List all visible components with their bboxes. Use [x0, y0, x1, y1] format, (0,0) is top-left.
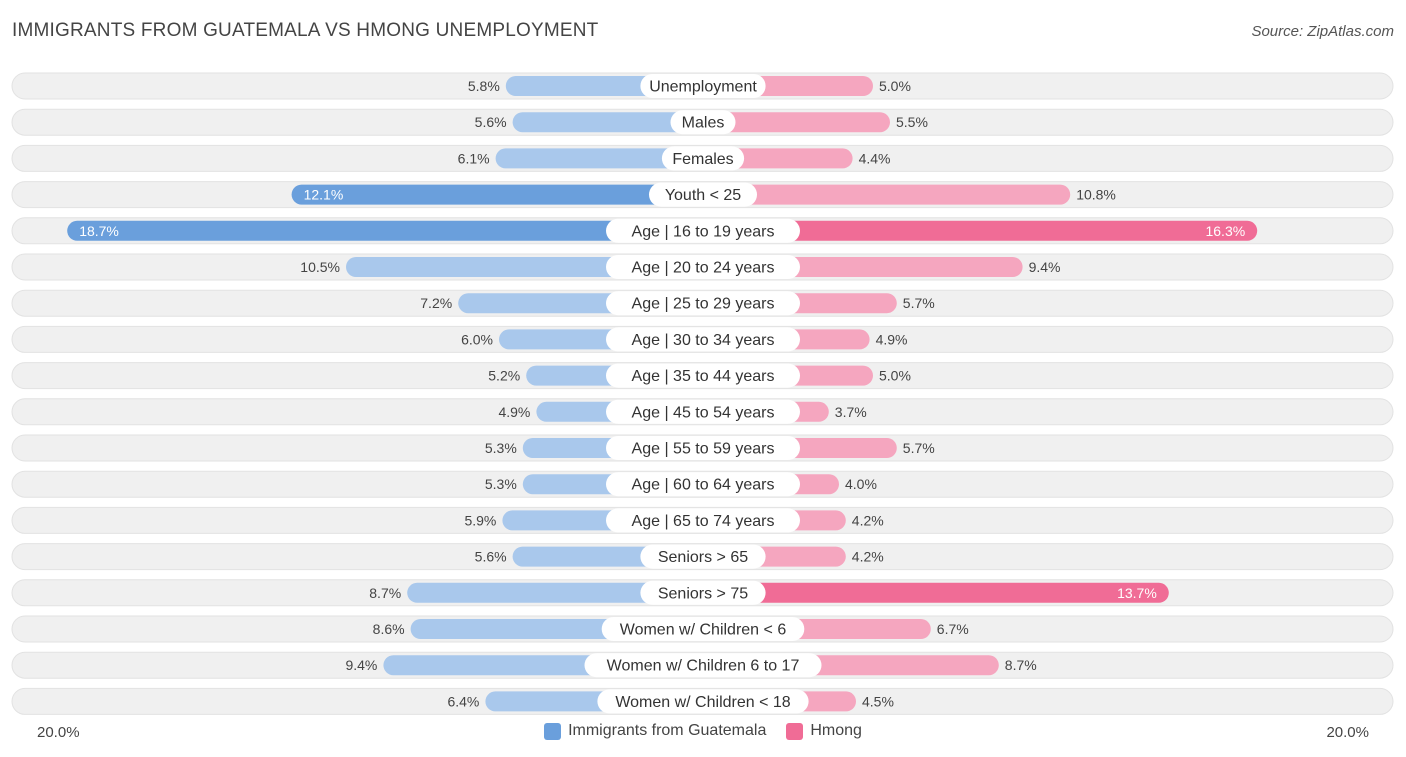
value-label-hmong: 5.7%	[903, 295, 935, 311]
value-label-hmong: 4.9%	[876, 331, 908, 347]
value-label-hmong: 4.2%	[852, 549, 884, 565]
bar-guatemala	[512, 112, 703, 133]
axis-left-max-label: 20.0%	[37, 724, 80, 741]
category-label: Males	[682, 115, 725, 132]
category-label: Age | 55 to 59 years	[632, 441, 775, 458]
category-label: Age | 16 to 19 years	[632, 223, 775, 240]
value-label-hmong: 9.4%	[1029, 259, 1061, 275]
value-label-guatemala: 5.2%	[488, 368, 520, 384]
category-pill	[606, 327, 800, 352]
value-label-guatemala: 8.6%	[373, 621, 405, 637]
category-pill	[661, 146, 745, 171]
bar-hmong	[703, 184, 1071, 205]
value-label-guatemala: 8.7%	[369, 585, 401, 601]
category-pill	[606, 508, 800, 533]
category-pill	[606, 472, 800, 497]
value-label-guatemala: 6.1%	[458, 150, 490, 166]
value-label-guatemala: 5.8%	[468, 78, 500, 94]
value-label-hmong: 4.5%	[862, 693, 894, 709]
bar-guatemala	[407, 582, 703, 603]
source-credit: Source: ZipAtlas.com	[1251, 23, 1394, 40]
category-pill	[606, 363, 800, 388]
category-label: Age | 45 to 54 years	[632, 404, 775, 421]
value-label-hmong: 4.4%	[859, 150, 891, 166]
value-label-hmong: 6.7%	[937, 621, 969, 637]
category-label: Age | 35 to 44 years	[632, 368, 775, 385]
category-label: Seniors > 65	[658, 549, 748, 566]
category-label: Youth < 25	[665, 187, 741, 204]
value-label-hmong: 8.7%	[1005, 657, 1037, 673]
legend-swatch-guatemala	[544, 722, 562, 740]
category-label: Women w/ Children < 18	[615, 694, 790, 711]
value-label-hmong: 5.0%	[879, 78, 911, 94]
category-label: Age | 25 to 29 years	[632, 296, 775, 313]
value-label-guatemala: 6.0%	[461, 331, 493, 347]
category-pill	[584, 653, 822, 678]
category-label: Age | 60 to 64 years	[632, 477, 775, 494]
axis-right-max-label: 20.0%	[1326, 724, 1369, 741]
category-label: Women w/ Children 6 to 17	[607, 658, 800, 675]
value-label-hmong: 10.8%	[1076, 187, 1116, 203]
category-label: Females	[672, 151, 733, 168]
category-pill	[640, 580, 766, 605]
value-label-guatemala: 4.9%	[498, 404, 530, 420]
value-label-hmong: 5.0%	[879, 368, 911, 384]
bar-guatemala	[495, 148, 703, 169]
value-label-hmong: 16.3%	[1205, 223, 1245, 239]
value-label-guatemala: 5.9%	[464, 512, 496, 528]
bar-guatemala	[291, 184, 703, 205]
category-pill	[606, 255, 800, 279]
category-pill	[601, 617, 805, 641]
bar-hmong	[703, 112, 890, 133]
value-label-hmong: 5.7%	[903, 440, 935, 456]
category-pill	[640, 544, 766, 569]
value-label-guatemala: 7.2%	[420, 295, 452, 311]
category-pill	[606, 436, 800, 460]
value-label-guatemala: 6.4%	[447, 693, 479, 709]
category-pill	[597, 689, 809, 714]
category-pill	[606, 218, 800, 243]
value-label-guatemala: 5.6%	[475, 114, 507, 130]
legend: Immigrants from Guatemala Hmong	[0, 722, 1406, 740]
category-label: Age | 20 to 24 years	[632, 260, 775, 277]
value-label-hmong: 5.5%	[896, 114, 928, 130]
bar-guatemala	[67, 220, 703, 241]
category-pill	[606, 291, 800, 316]
value-label-guatemala: 18.7%	[79, 223, 119, 239]
value-label-guatemala: 5.3%	[485, 476, 517, 492]
value-label-guatemala: 12.1%	[304, 187, 344, 203]
legend-label-guatemala: Immigrants from Guatemala	[568, 722, 767, 739]
legend-item-hmong: Hmong	[786, 722, 862, 740]
category-label: Seniors > 75	[658, 585, 748, 602]
legend-item-guatemala: Immigrants from Guatemala	[544, 722, 766, 740]
value-label-guatemala: 5.6%	[475, 549, 507, 565]
category-label: Age | 65 to 74 years	[632, 513, 775, 530]
value-label-guatemala: 9.4%	[345, 657, 377, 673]
bar-hmong	[703, 220, 1258, 241]
category-pill	[640, 74, 766, 98]
category-label: Women w/ Children < 6	[620, 622, 787, 639]
bar-hmong	[703, 582, 1169, 603]
value-label-hmong: 4.0%	[845, 476, 877, 492]
value-label-hmong: 13.7%	[1117, 585, 1157, 601]
value-label-hmong: 3.7%	[835, 404, 867, 420]
legend-swatch-hmong	[786, 722, 804, 740]
chart-title: IMMIGRANTS FROM GUATEMALA VS HMONG UNEMP…	[12, 20, 599, 41]
category-pill	[670, 110, 736, 135]
value-label-guatemala: 5.3%	[485, 440, 517, 456]
value-label-hmong: 4.2%	[852, 512, 884, 528]
legend-label-hmong: Hmong	[810, 722, 862, 739]
category-pill	[649, 182, 757, 207]
category-label: Unemployment	[649, 79, 757, 96]
category-label: Age | 30 to 34 years	[632, 332, 775, 349]
value-label-guatemala: 10.5%	[300, 259, 340, 275]
category-pill	[606, 399, 800, 424]
